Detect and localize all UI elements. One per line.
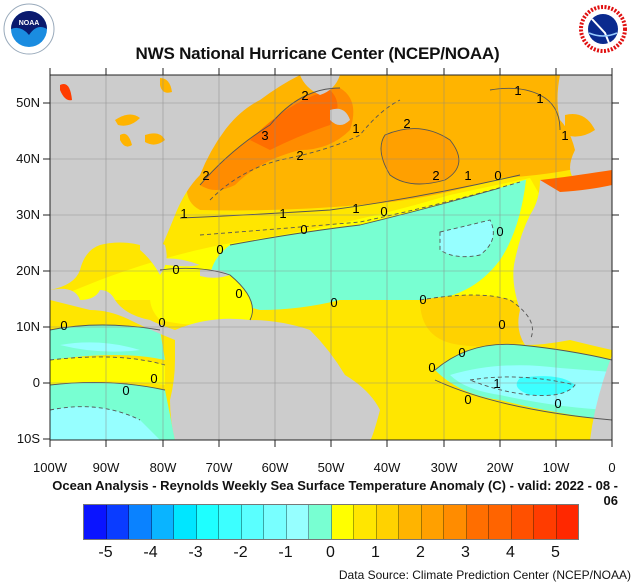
colorbar-legend (83, 504, 579, 540)
contour-label: 0 (464, 392, 471, 407)
colorbar-swatch (556, 505, 578, 539)
colorbar-swatch (286, 505, 309, 539)
lon-label-50w: 50W (317, 460, 345, 475)
lon-label-30w: 30W (430, 460, 458, 475)
contour-label: 0 (428, 360, 435, 375)
contour-label: 1 (180, 206, 187, 221)
colorbar-swatch (264, 505, 287, 539)
lon-label-80w: 80W (149, 460, 177, 475)
lon-label-0: 0 (608, 460, 616, 475)
contour-label: 0 (150, 371, 157, 386)
colorbar-tick-label: 5 (551, 544, 560, 561)
contour-label: 2 (403, 116, 410, 131)
colorbar-swatch (421, 505, 444, 539)
colorbar-swatch (376, 505, 399, 539)
lon-label-90w: 90W (92, 460, 120, 475)
colorbar-swatch (534, 505, 557, 539)
contour-label: 0 (554, 396, 561, 411)
contour-label: 0 (172, 262, 179, 277)
map-subtitle: Ocean Analysis - Reynolds Weekly Sea Sur… (52, 478, 618, 508)
lon-label-10w: 10W (542, 460, 570, 475)
nws-logo-icon (579, 5, 627, 53)
contour-label: 1 (514, 83, 521, 98)
lon-label-40w: 40W (373, 460, 401, 475)
contour-label: 3 (261, 128, 268, 143)
colorbar-swatch (219, 505, 242, 539)
lat-label-10n: 10N (16, 319, 40, 334)
contour-label: 1 (493, 376, 500, 391)
svg-text:NOAA: NOAA (19, 20, 40, 27)
colorbar-swatch (196, 505, 219, 539)
colorbar-tick-label: 2 (416, 544, 425, 561)
contour-label: 0 (498, 317, 505, 332)
contour-label: 1 (352, 121, 359, 136)
contour-label: 2 (432, 168, 439, 183)
contour-label: 1 (352, 201, 359, 216)
lon-label-100w: 100W (33, 460, 67, 475)
lon-label-60w: 60W (261, 460, 289, 475)
colorbar-tick-label: -5 (98, 544, 113, 561)
colorbar-swatch (399, 505, 422, 539)
contour-label: 0 (235, 286, 242, 301)
colorbar-tick-label: -3 (188, 544, 203, 561)
contour-label: 0 (419, 292, 426, 307)
contour-label: 1 (464, 168, 471, 183)
contour-label: 0 (158, 315, 165, 330)
colorbar-tick-label: -2 (233, 544, 248, 561)
noaa-logo-icon: NOAA (3, 3, 55, 55)
colorbar-swatch (106, 505, 129, 539)
lat-label-50n: 50N (16, 95, 40, 110)
colorbar-swatch (151, 505, 174, 539)
contour-label: 1 (536, 91, 543, 106)
colorbar-swatch (466, 505, 489, 539)
colorbar-tick-label: -1 (278, 544, 293, 561)
contour-label: 0 (122, 383, 129, 398)
colorbar-tick-label: 4 (506, 544, 515, 561)
colorbar-swatch (354, 505, 377, 539)
colorbar-tick-label: 3 (461, 544, 470, 561)
contour-label: 1 (279, 206, 286, 221)
lon-label-20w: 20W (486, 460, 514, 475)
colorbar-swatch (174, 505, 197, 539)
contour-label: 2 (301, 88, 308, 103)
contour-label: 0 (496, 224, 503, 239)
contour-label: 0 (216, 242, 223, 257)
contour-label: 2 (202, 168, 209, 183)
colorbar-tick-label: 1 (371, 544, 380, 561)
lon-label-70w: 70W (205, 460, 233, 475)
lat-label-10s: 10S (16, 431, 40, 446)
colorbar-swatch (444, 505, 467, 539)
colorbar-swatch (129, 505, 152, 539)
colorbar-swatch (511, 505, 534, 539)
colorbar-swatch (331, 505, 354, 539)
contour-label: 0 (300, 222, 307, 237)
colorbar-swatch (84, 505, 107, 539)
contour-label: 0 (380, 204, 387, 219)
colorbar-swatch (241, 505, 264, 539)
lat-label-40n: 40N (16, 151, 40, 166)
colorbar-tick-label: -4 (143, 544, 158, 561)
lat-label-30n: 30N (16, 207, 40, 222)
data-source-text: Data Source: Climate Prediction Center (… (338, 568, 631, 582)
contour-label: 0 (60, 318, 67, 333)
contour-label: 2 (296, 148, 303, 163)
contour-label: 1 (561, 128, 568, 143)
lat-label-0: 0 (32, 375, 40, 390)
lat-label-20n: 20N (16, 263, 40, 278)
page-title: NWS National Hurricane Center (NCEP/NOAA… (135, 44, 500, 63)
contour-label: 0 (494, 168, 501, 183)
contour-label: 0 (330, 295, 337, 310)
colorbar-tick-label: 0 (326, 544, 335, 561)
contour-label: 0 (458, 345, 465, 360)
colorbar-swatch (309, 505, 332, 539)
colorbar-swatch (489, 505, 512, 539)
